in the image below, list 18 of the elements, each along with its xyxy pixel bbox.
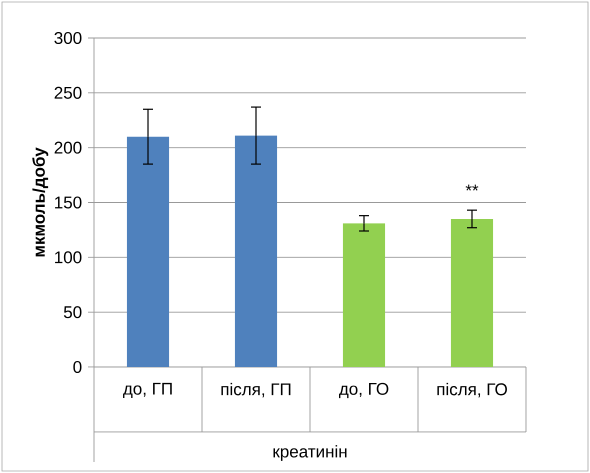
x-tick-label: після, ГО bbox=[437, 382, 507, 398]
bar bbox=[450, 218, 494, 367]
y-tick-label: 300 bbox=[54, 32, 82, 44]
y-tick-label: 0 bbox=[73, 360, 82, 374]
x-tick-label: до, ГП bbox=[123, 382, 172, 398]
y-tick-label: 100 bbox=[55, 251, 82, 264]
y-tick-label: 50 bbox=[64, 306, 82, 318]
y-tick-label: 150 bbox=[55, 196, 82, 209]
y-tick-label: 250 bbox=[54, 86, 82, 99]
annotation: ** bbox=[466, 184, 478, 191]
y-tick-label: 200 bbox=[54, 142, 82, 154]
x-axis-title: креатинін bbox=[274, 445, 346, 461]
bar bbox=[126, 136, 170, 367]
bar bbox=[342, 223, 386, 367]
x-tick-label: до, ГО bbox=[339, 382, 388, 398]
y-axis-title: мкмоль/добу bbox=[32, 147, 48, 256]
x-tick-label: після, ГП bbox=[221, 382, 290, 398]
bar bbox=[234, 136, 278, 367]
